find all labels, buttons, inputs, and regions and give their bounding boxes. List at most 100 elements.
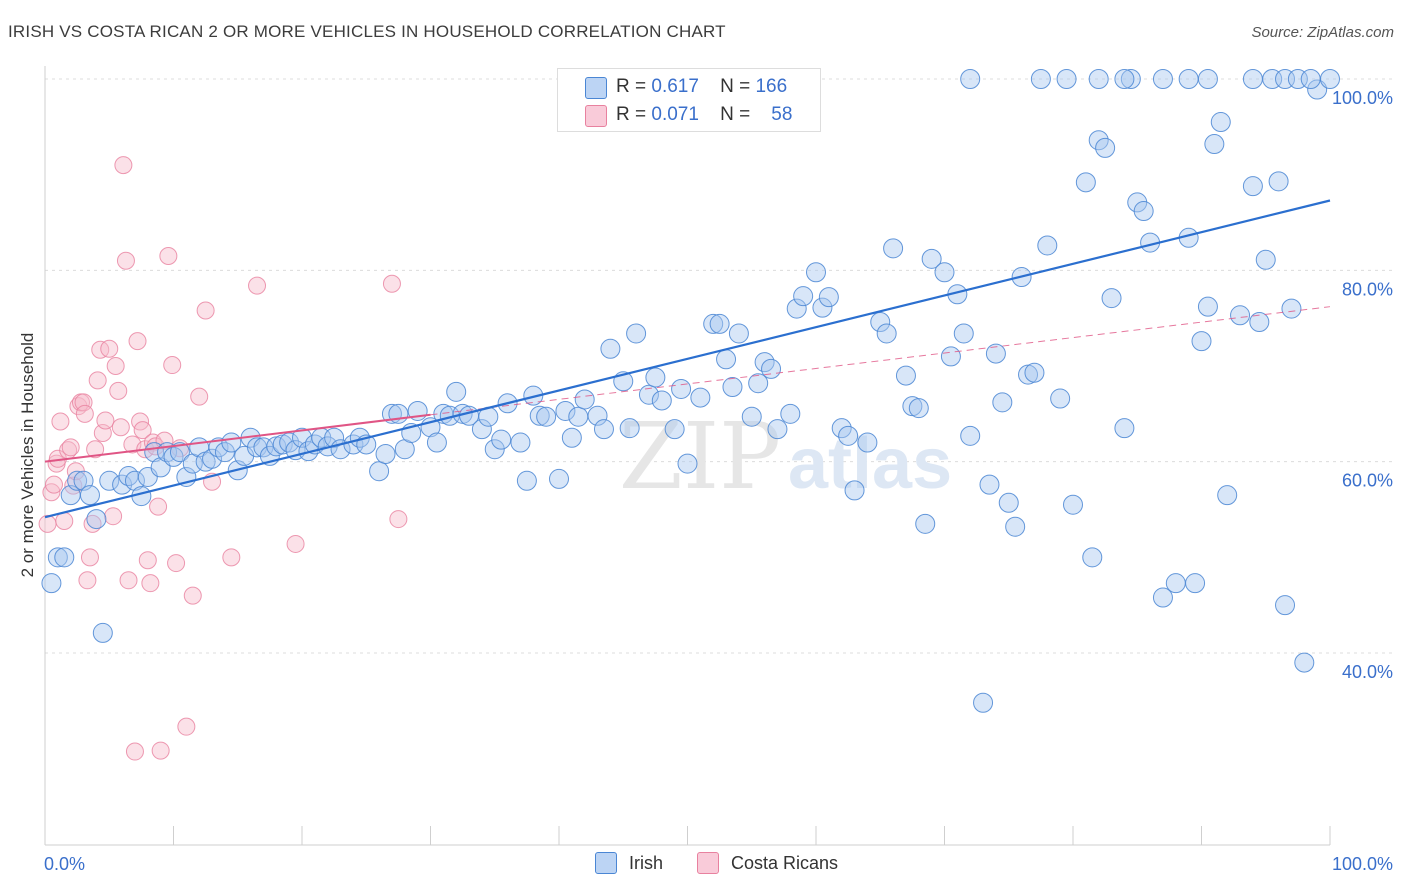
irish-point (1178, 69, 1199, 89)
irish-point (1088, 69, 1109, 89)
irish-point (786, 298, 807, 319)
irish-point (716, 349, 737, 370)
irish-point (741, 406, 762, 427)
costa-point (78, 571, 97, 590)
legend-swatch-costa (585, 105, 607, 127)
series-legend-costa: Costa Ricans (697, 852, 838, 874)
costa-point (106, 357, 125, 375)
costa-point (196, 301, 215, 320)
irish-point (549, 468, 569, 489)
costa-point (104, 507, 123, 526)
irish-point (86, 509, 107, 530)
irish-point (793, 286, 814, 307)
irish-point (709, 313, 730, 334)
irish-point (1242, 69, 1263, 89)
source-label: Source: ZipAtlas.com (1251, 24, 1394, 41)
irish-point (536, 406, 557, 427)
irish-point (600, 338, 621, 359)
legend-swatch-irish (585, 77, 607, 99)
irish-point (960, 69, 981, 89)
irish-point (671, 378, 692, 399)
costa-point (183, 586, 202, 605)
irish-point (1249, 311, 1270, 332)
irish-point (92, 622, 113, 643)
series-label-costa: Costa Ricans (731, 852, 839, 873)
costa-point (80, 548, 99, 567)
irish-point (1063, 494, 1083, 515)
watermark-zip: ZIP (619, 403, 781, 510)
legend-n-label: N = (720, 76, 751, 97)
irish-point (446, 381, 467, 402)
legend-text-irish: R = 0.617 N = 166 (616, 76, 787, 98)
irish-point (484, 439, 505, 460)
irish-point (1300, 69, 1321, 89)
irish-point (1255, 249, 1276, 270)
y-tick-label: 80.0% (1342, 279, 1393, 299)
x-tick-label: 0.0% (44, 854, 85, 874)
irish-point (124, 470, 145, 491)
legend-r-value: 0.617 (651, 76, 699, 97)
irish-point (626, 323, 647, 344)
irish-point (806, 262, 826, 283)
irish-point (47, 547, 68, 568)
costa-point (382, 274, 401, 293)
legend-text-costa: R = 0.071 N = 58 (616, 104, 792, 126)
irish-point (369, 461, 390, 482)
irish-trend-line (44, 199, 1331, 519)
irish-point (1005, 516, 1026, 537)
costa-point (38, 514, 57, 533)
irish-point (651, 390, 672, 411)
irish-point (895, 365, 916, 386)
irish-point (619, 418, 640, 439)
costa-point (125, 742, 144, 761)
irish-point (79, 485, 100, 506)
irish-point (1095, 137, 1116, 158)
irish-point (202, 448, 223, 469)
irish-point (998, 492, 1019, 513)
costa-point (111, 418, 130, 437)
costa-trend-extension (430, 306, 1331, 416)
irish-point (510, 432, 531, 453)
irish-point (1101, 288, 1122, 309)
irish-point (1056, 69, 1077, 89)
costa-point (44, 475, 63, 494)
irish-point (677, 453, 698, 474)
costa-point (74, 393, 93, 412)
chart-title: IRISH VS COSTA RICAN 2 OR MORE VEHICLES … (8, 22, 726, 41)
irish-point (1197, 296, 1218, 317)
costa-point (389, 510, 408, 529)
irish-point (703, 313, 724, 334)
irish-point (767, 419, 788, 440)
irish-point (169, 442, 190, 463)
irish-point (934, 262, 955, 283)
legend-n-value: 58 (771, 104, 793, 125)
costa-point (55, 511, 74, 530)
y-axis-label: 2 or more Vehicles in Household (18, 332, 37, 578)
costa-point (248, 276, 267, 295)
costa-point (151, 741, 170, 760)
costa-point (128, 332, 147, 351)
irish-point (1152, 69, 1173, 89)
series-swatch-irish (595, 852, 617, 874)
costa-point (177, 717, 196, 736)
costa-point (119, 571, 138, 590)
irish-point (1030, 69, 1051, 89)
irish-point (953, 323, 974, 344)
costa-point (190, 387, 209, 406)
irish-point (1114, 69, 1135, 89)
costa-point (141, 574, 160, 593)
irish-point (529, 405, 550, 426)
series-legend-irish: Irish (595, 852, 663, 874)
irish-point (761, 358, 782, 379)
irish-point (780, 403, 801, 424)
correlation-legend: R = 0.617 N = 166 R = 0.071 N = 58 (557, 68, 821, 132)
costa-point (149, 497, 168, 516)
costa-point (109, 381, 128, 400)
costa-point (61, 438, 80, 457)
irish-point (568, 406, 589, 427)
irish-point (1050, 388, 1071, 409)
costa-point (91, 340, 110, 359)
trend-lines (44, 199, 1331, 519)
irish-point (973, 692, 994, 713)
